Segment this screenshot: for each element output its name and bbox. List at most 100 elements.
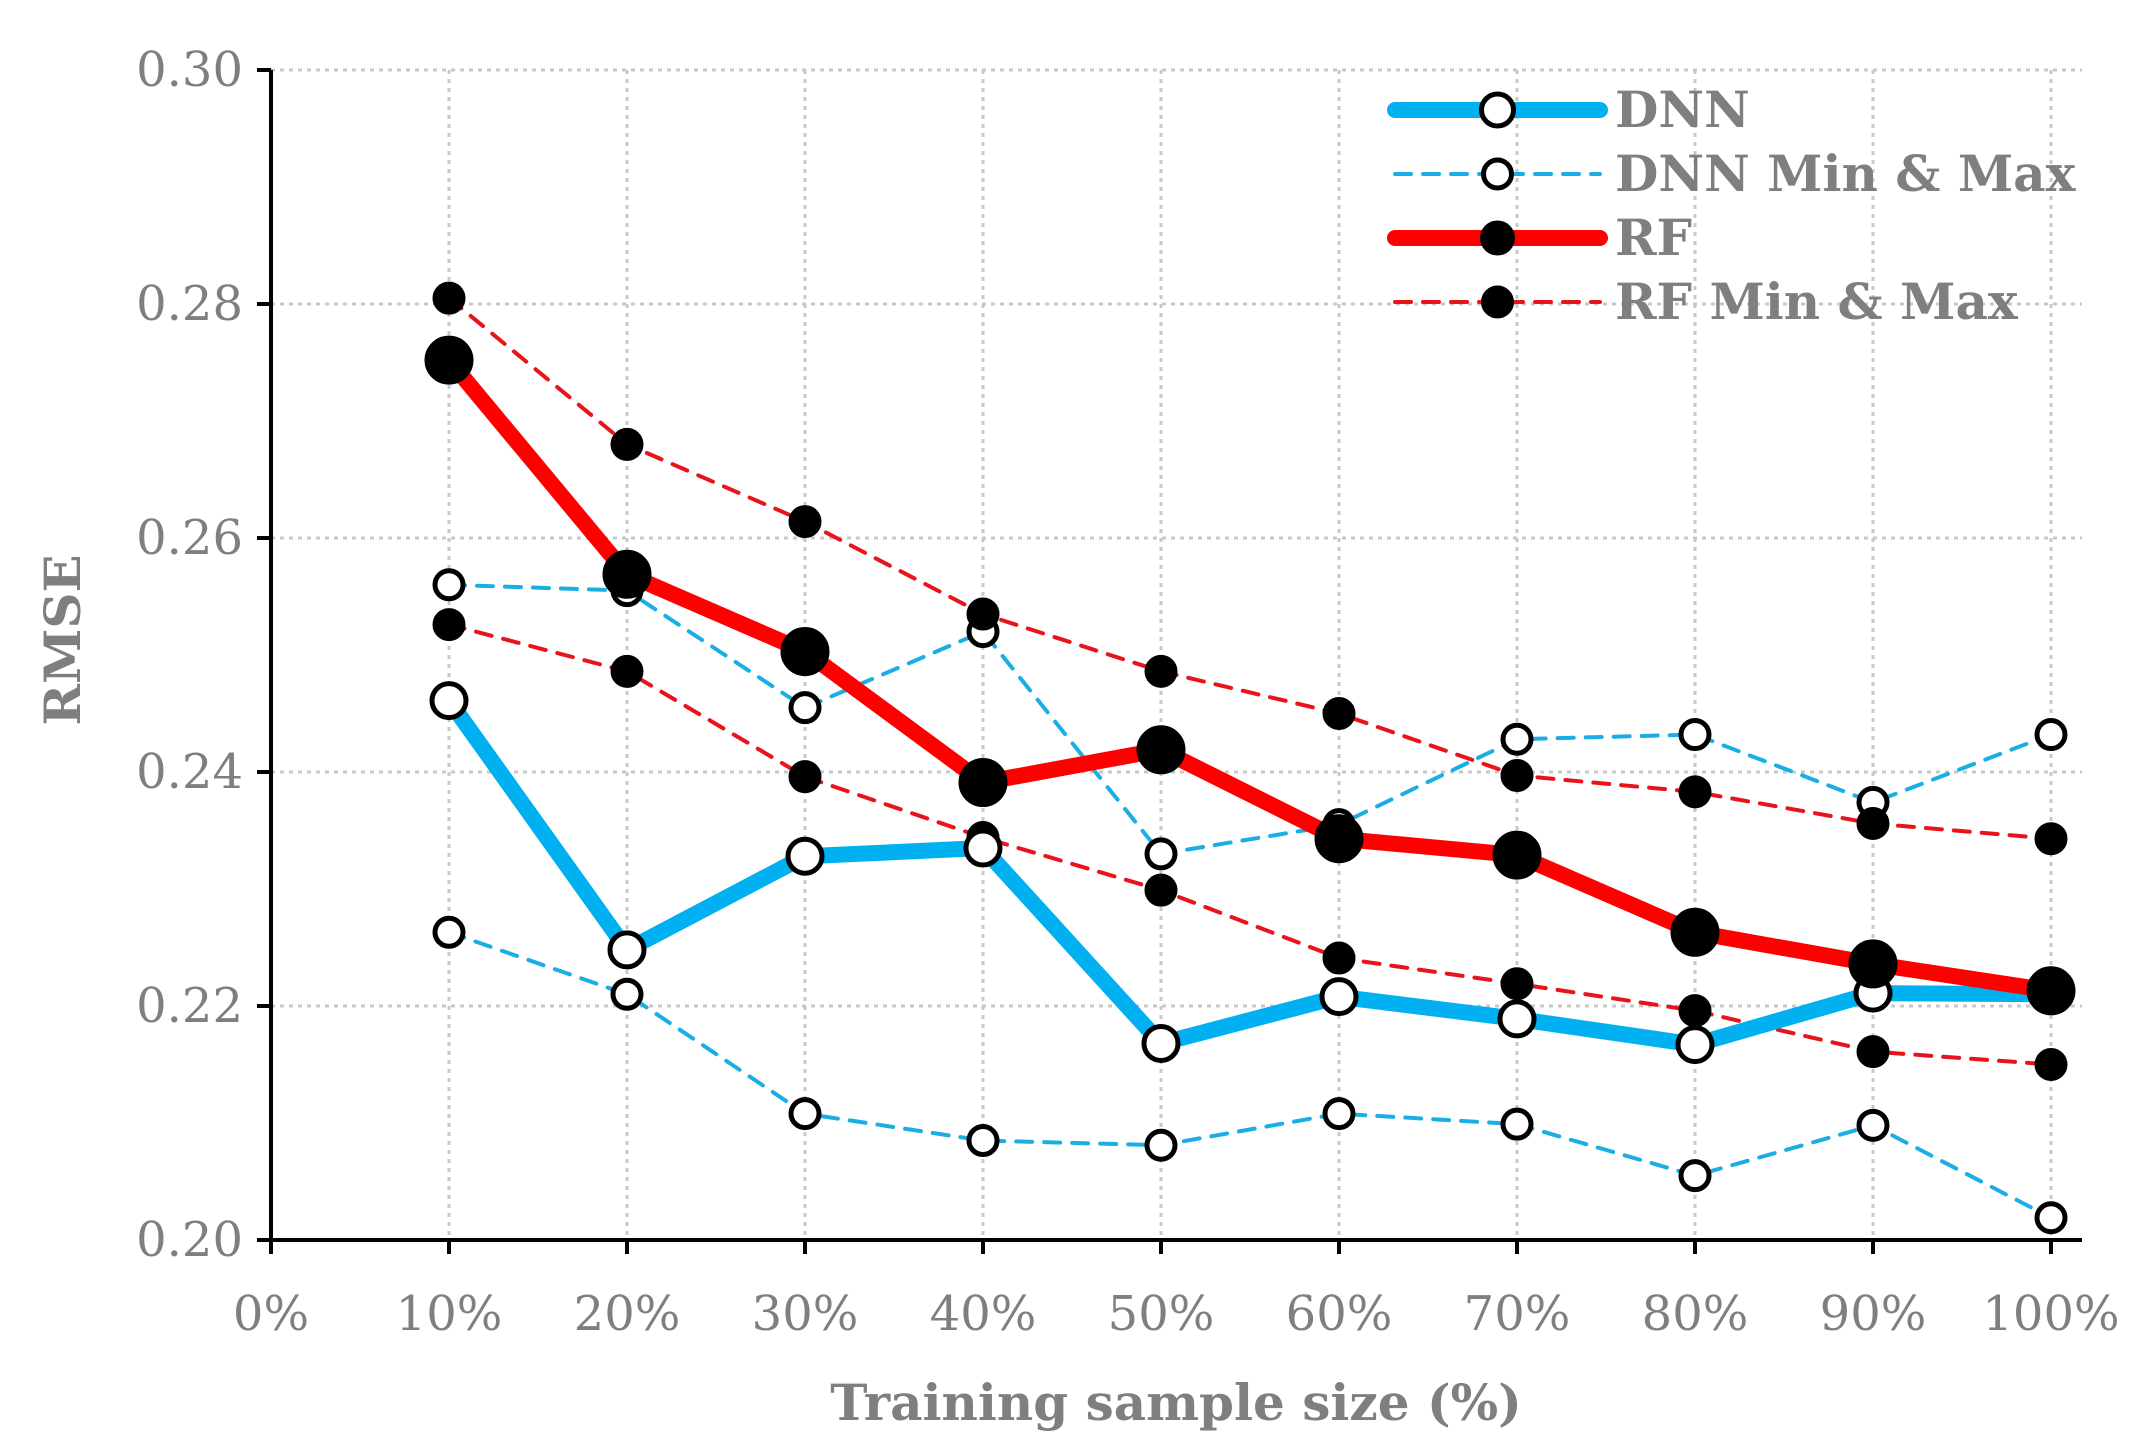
y-axis-title: RMSE (33, 554, 92, 725)
series-rf-min-max (432, 281, 2068, 856)
data-point (1144, 1128, 1178, 1162)
y-tick-label: 0.26 (136, 510, 243, 566)
series (424, 281, 2076, 1235)
data-point (788, 505, 822, 539)
data-point (1856, 1035, 1890, 1069)
x-tick-label: 70% (1464, 1286, 1571, 1342)
x-tick-label: 100% (1982, 1286, 2119, 1342)
series-rf-min-max (432, 608, 2068, 1081)
data-point (1678, 718, 1712, 752)
data-point (610, 977, 644, 1011)
data-point (780, 626, 830, 676)
data-point (1678, 1159, 1712, 1193)
data-point (1678, 994, 1712, 1028)
data-point (1678, 775, 1712, 809)
x-axis-title: Training sample size (%) (830, 1373, 1522, 1432)
y-tick-label: 0.20 (136, 1212, 243, 1268)
data-point (1141, 1023, 1181, 1063)
data-point (2026, 966, 2076, 1016)
data-point (788, 760, 822, 794)
data-point (1856, 1108, 1890, 1142)
data-point (424, 335, 474, 385)
x-tick-label: 90% (1820, 1286, 1927, 1342)
data-point (1322, 1097, 1356, 1131)
data-point (432, 281, 466, 315)
data-point (1500, 967, 1534, 1001)
data-point (1314, 814, 1364, 864)
series-dnn-min-max (432, 915, 2068, 1235)
gridlines (271, 68, 2082, 1240)
data-point (1500, 1107, 1534, 1141)
data-point (610, 654, 644, 688)
data-point (602, 549, 652, 599)
y-tick-label: 0.30 (136, 42, 243, 98)
data-point (432, 915, 466, 949)
legend-label: DNN (1615, 80, 1750, 139)
data-point (958, 758, 1008, 808)
y-tick-label: 0.22 (136, 978, 243, 1034)
series-line (441, 352, 2059, 999)
data-point (966, 597, 1000, 631)
x-tick-label: 60% (1286, 1286, 1393, 1342)
legend-label: RF (1615, 208, 1692, 267)
legend-item: RF (1387, 208, 1692, 267)
data-point (2034, 822, 2068, 856)
data-point (1848, 939, 1898, 989)
data-point (1500, 759, 1534, 793)
legend-label: RF Min & Max (1615, 272, 2019, 331)
data-point (1856, 806, 1890, 840)
series-dnn-min-max (432, 568, 2068, 871)
data-point (2034, 1201, 2068, 1235)
data-point (2034, 718, 2068, 752)
data-point (1500, 722, 1534, 756)
series-rf (424, 335, 2076, 1016)
x-tick-label: 80% (1642, 1286, 1749, 1342)
x-tick-label: 0% (233, 1286, 309, 1342)
data-point (966, 1124, 1000, 1158)
x-tick-label: 50% (1108, 1286, 1215, 1342)
data-point (2034, 1048, 2068, 1081)
data-point (785, 836, 825, 876)
data-point (1322, 697, 1356, 730)
series-line (447, 930, 2053, 1220)
y-tick-label: 0.28 (136, 276, 243, 332)
data-point (1144, 837, 1178, 871)
data-point (432, 568, 466, 602)
legend-label: DNN Min & Max (1615, 144, 2077, 203)
x-tick-label: 40% (930, 1286, 1037, 1342)
legend-marker (1479, 91, 1516, 129)
data-point (1675, 1025, 1715, 1065)
x-tick-label: 10% (396, 1286, 503, 1342)
legend-item: RF Min & Max (1393, 272, 2019, 331)
series-line (447, 582, 2053, 856)
data-point (788, 1097, 822, 1131)
legend-item: DNN Min & Max (1393, 144, 2077, 203)
tick-labels: 0.20 0.22 0.24 0.26 0.28 0.30 0% 10% 20% 30% 40% 50… (136, 42, 2119, 1342)
data-point (1144, 654, 1178, 688)
series-line (441, 692, 2059, 1053)
axes (269, 70, 2082, 1242)
data-point (1497, 999, 1537, 1039)
data-point (1144, 873, 1178, 907)
legend-marker (1480, 220, 1515, 256)
data-point (607, 930, 647, 970)
legend-marker (1481, 157, 1514, 191)
data-point (1322, 941, 1356, 975)
data-point (432, 608, 466, 642)
data-point (1492, 830, 1542, 880)
y-tick-label: 0.24 (136, 744, 243, 800)
data-point (963, 828, 1003, 868)
x-tick-label: 20% (574, 1286, 681, 1342)
legend-item: DNN (1387, 80, 1750, 139)
data-point (1319, 977, 1359, 1017)
data-point (1136, 725, 1186, 775)
data-point (610, 427, 644, 461)
series-line (447, 296, 2053, 841)
x-tick-label: 30% (752, 1286, 859, 1342)
data-point (429, 681, 469, 721)
legend-marker (1481, 285, 1514, 319)
series-line (447, 622, 2053, 1067)
data-point (1670, 907, 1720, 957)
